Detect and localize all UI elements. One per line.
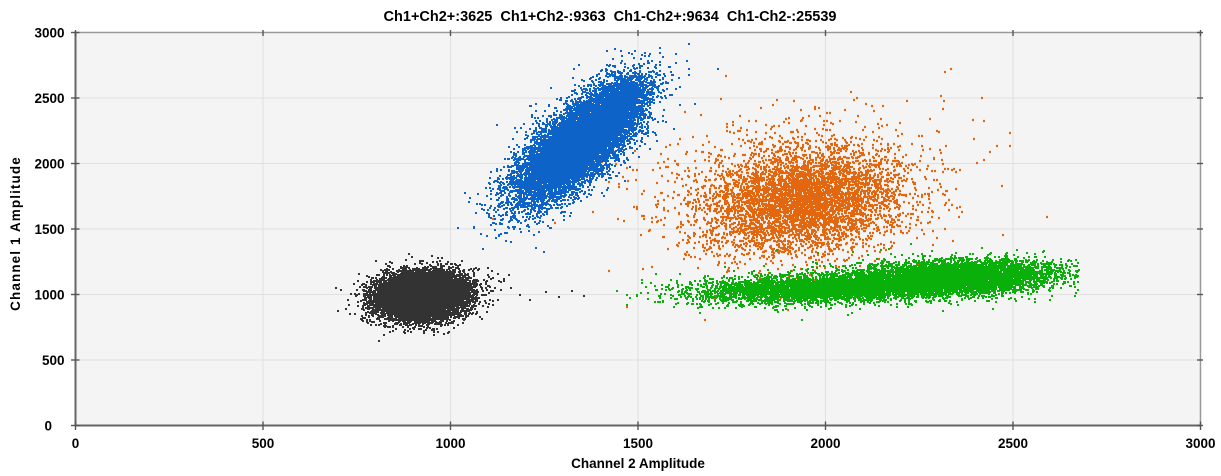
svg-text:500: 500 [252, 436, 275, 451]
svg-text:1000: 1000 [34, 288, 64, 303]
svg-text:3000: 3000 [34, 26, 64, 41]
svg-text:Ch1+Ch2+:3625 Ch1+Ch2-:9363: Ch1+Ch2+:3625 Ch1+Ch2-:9363 Ch1-Ch2+:963… [384, 9, 837, 25]
svg-text:500: 500 [42, 353, 65, 368]
svg-text:2500: 2500 [34, 91, 64, 106]
svg-text:1000: 1000 [435, 436, 465, 451]
svg-text:Channel 2 Amplitude: Channel 2 Amplitude [571, 456, 705, 471]
svg-text:1500: 1500 [623, 436, 653, 451]
svg-text:0: 0 [44, 419, 52, 434]
svg-text:Channel 1 Amplitude: Channel 1 Amplitude [8, 156, 23, 311]
svg-text:2000: 2000 [810, 436, 840, 451]
svg-text:2000: 2000 [34, 157, 64, 172]
svg-text:2500: 2500 [998, 436, 1028, 451]
svg-text:3000: 3000 [1185, 436, 1215, 451]
svg-text:1500: 1500 [34, 222, 64, 237]
svg-text:0: 0 [72, 436, 80, 451]
